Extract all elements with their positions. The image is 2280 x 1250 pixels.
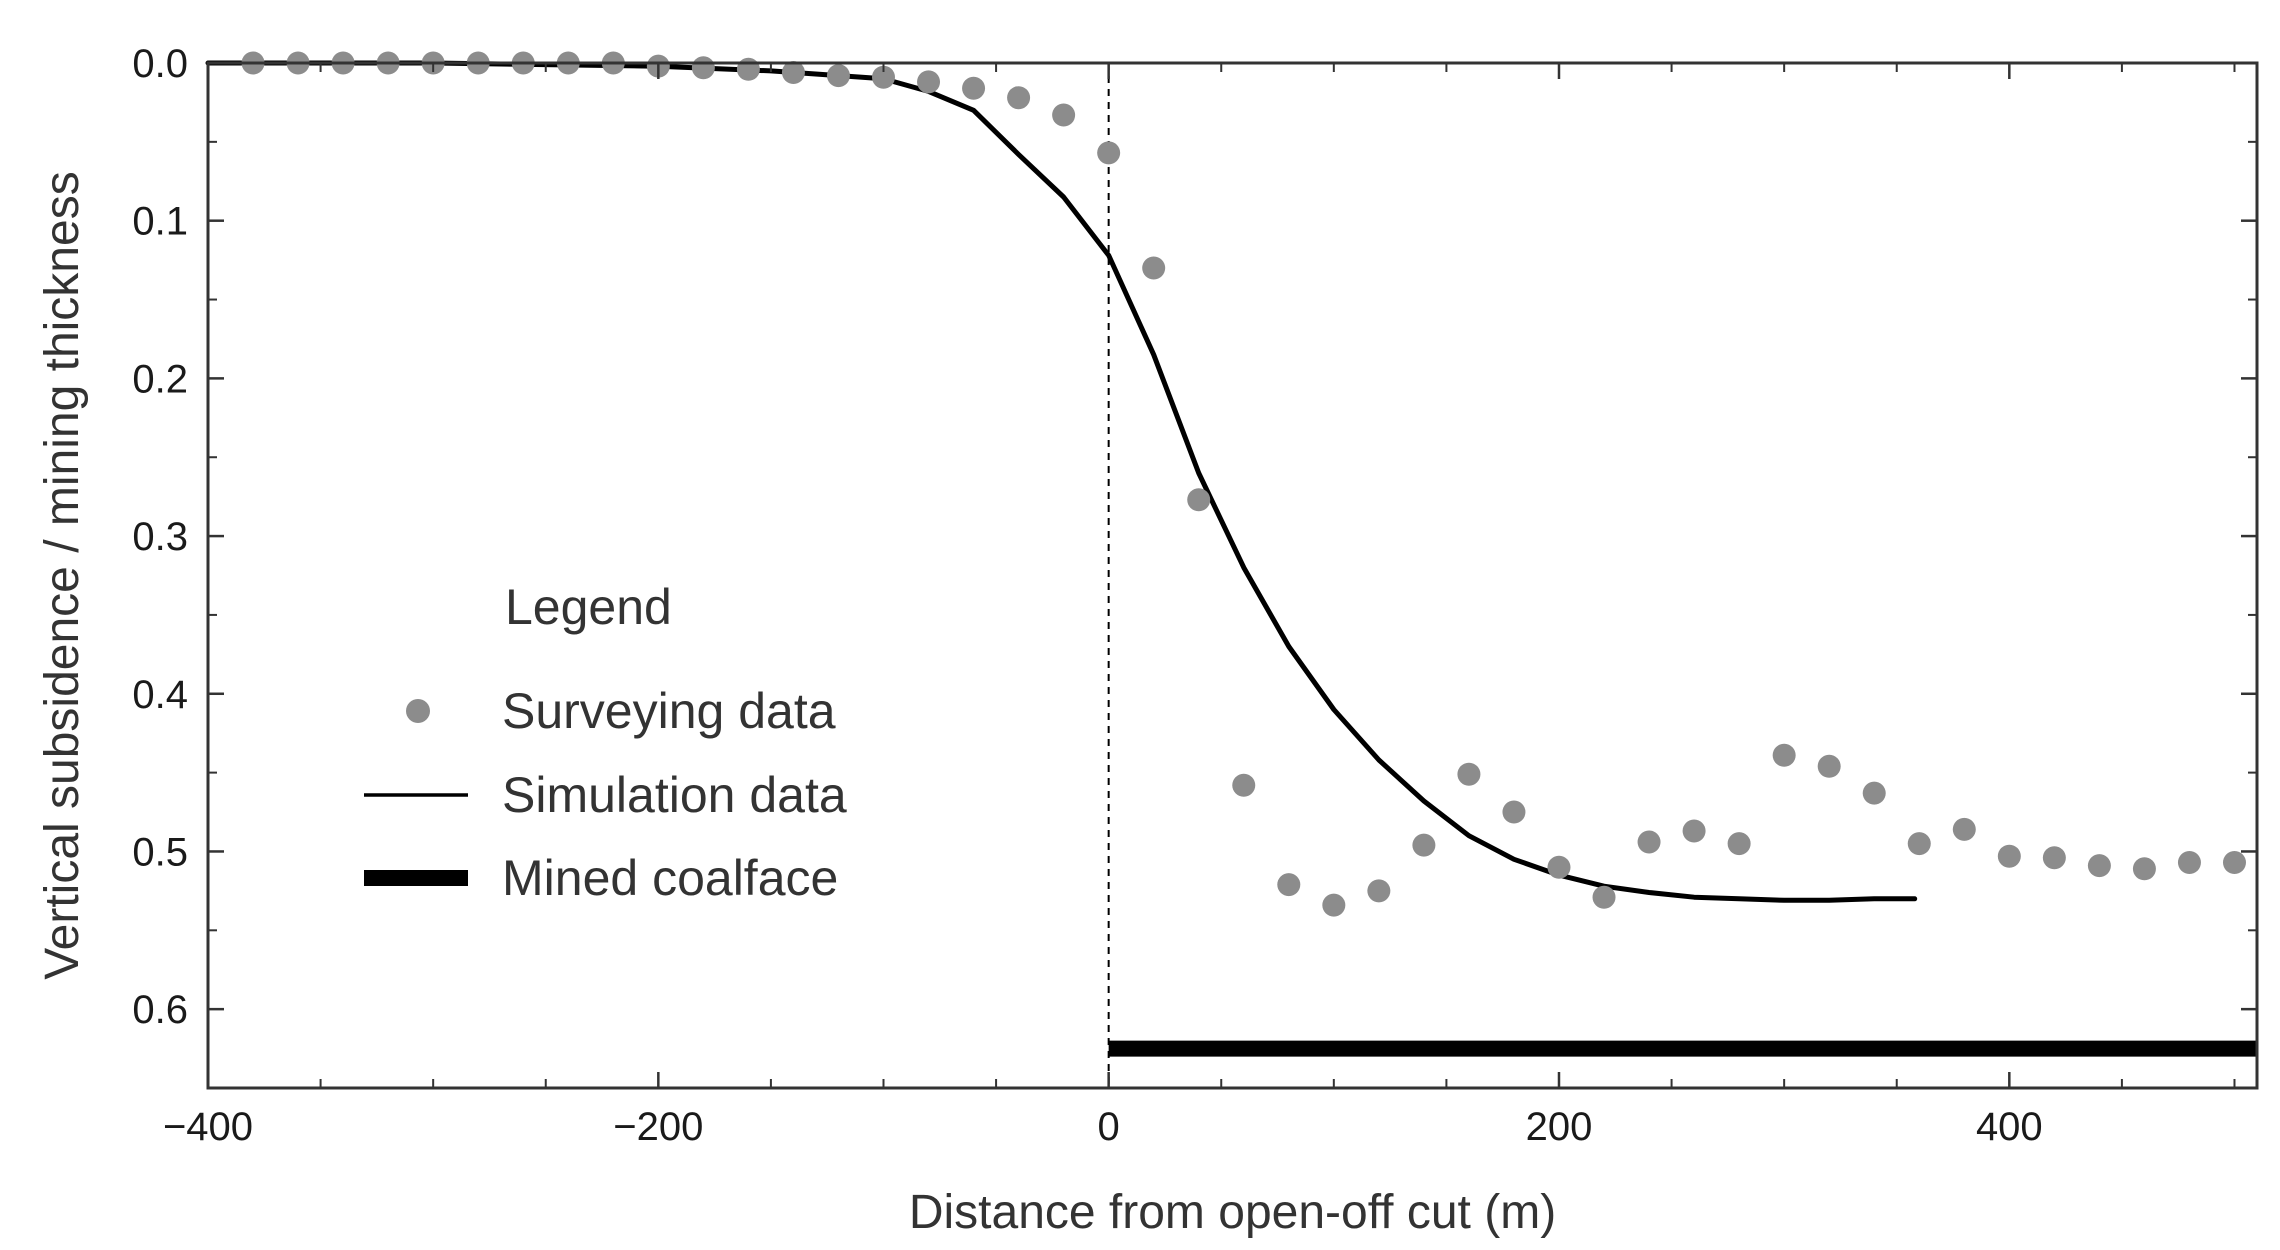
survey-point: [736, 57, 760, 81]
survey-point: [1412, 833, 1436, 857]
x-axis-title: Distance from open-off cut (m): [909, 1186, 1556, 1239]
y-tick-label: 0.2: [132, 357, 188, 401]
survey-point: [2087, 854, 2111, 878]
legend-title: Legend: [505, 579, 672, 635]
survey-point: [1592, 885, 1616, 909]
survey-point: [2042, 846, 2066, 870]
ticks-layer: −400 −200 0 200 400 0.0 0.1 0.2 0.3 0.4 0.5 0.6: [132, 42, 2257, 1149]
survey-point: [1367, 879, 1391, 903]
survey-point: [1187, 488, 1211, 512]
survey-point: [1097, 141, 1121, 165]
survey-point: [2177, 851, 2201, 874]
survey-point: [1322, 893, 1346, 917]
survey-point: [1547, 855, 1571, 879]
survey-point: [2222, 851, 2246, 874]
survey-point: [1142, 256, 1166, 280]
survey-point: [1727, 832, 1751, 856]
survey-point: [871, 65, 895, 89]
y-tick-label: 0.5: [132, 830, 188, 874]
survey-point: [691, 56, 715, 80]
y-tick-label: 0.0: [132, 42, 188, 86]
legend-label-surveying: Surveying data: [502, 683, 836, 739]
y-tick-label: 0.6: [132, 988, 188, 1032]
survey-point: [1772, 743, 1796, 767]
survey-point: [1232, 773, 1256, 797]
x-tick-label: 400: [1976, 1105, 2043, 1149]
survey-point: [1817, 754, 1841, 778]
survey-point: [1682, 819, 1706, 843]
x-tick-label: 200: [1526, 1105, 1593, 1149]
survey-point: [2132, 857, 2156, 881]
legend-label-simulation: Simulation data: [502, 767, 847, 823]
survey-point: [1952, 817, 1976, 841]
simulation-line: [205, 60, 1918, 903]
x-tick-label: −200: [613, 1105, 703, 1149]
survey-point: [1862, 781, 1886, 805]
simulation-layer: [205, 60, 1918, 903]
plot-frame: [206, 61, 2259, 1090]
survey-point: [917, 70, 941, 94]
survey-point: [1052, 103, 1076, 127]
y-axis-title: Vertical subsidence / mining thickness: [36, 171, 89, 979]
y-tick-label: 0.1: [132, 200, 188, 244]
legend-label-coalface: Mined coalface: [502, 850, 838, 906]
survey-point: [1277, 873, 1301, 897]
survey-point: [1907, 832, 1931, 856]
x-tick-label: −400: [163, 1105, 253, 1149]
y-tick-label: 0.3: [132, 515, 188, 559]
y-tick-label: 0.4: [132, 673, 188, 717]
legend-marker-surveying: [406, 699, 430, 723]
survey-point: [1502, 800, 1526, 824]
survey-point: [1457, 762, 1481, 786]
x-tick-label: 0: [1098, 1105, 1120, 1149]
survey-point: [962, 76, 986, 100]
survey-point: [1637, 830, 1661, 854]
survey-point: [1997, 844, 2021, 868]
survey-point: [781, 60, 805, 84]
survey-point: [1007, 86, 1031, 110]
legend: Legend Surveying data Simulation data Mi…: [364, 579, 847, 906]
survey-point: [826, 64, 850, 88]
